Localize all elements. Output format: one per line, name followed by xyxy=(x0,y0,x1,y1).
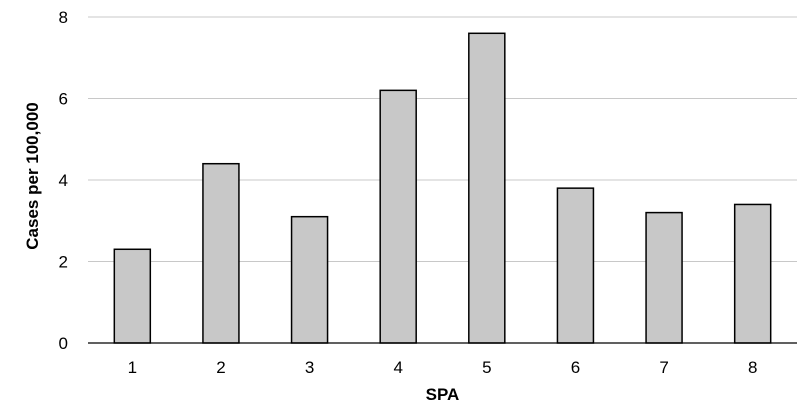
x-tick-label: 1 xyxy=(128,358,137,377)
x-tick-label: 5 xyxy=(482,358,491,377)
y-axis-title: Cases per 100,000 xyxy=(23,102,42,249)
gridlines xyxy=(88,16,797,262)
y-tick-label: 8 xyxy=(59,8,68,27)
y-tick-label: 2 xyxy=(59,253,68,272)
x-tick-label: 6 xyxy=(571,358,580,377)
x-tick-label: 4 xyxy=(393,358,402,377)
tick-labels: 0 2 4 6 8 1 2 3 4 5 6 7 8 xyxy=(59,8,758,377)
bar-6 xyxy=(556,187,595,344)
y-tick-label: 6 xyxy=(59,90,68,109)
bar-8 xyxy=(733,203,772,344)
bar-7 xyxy=(645,211,683,344)
bar-1 xyxy=(113,248,152,344)
bar-3 xyxy=(290,215,329,344)
bars xyxy=(113,32,772,344)
y-tick-label: 4 xyxy=(59,171,68,190)
x-tick-label: 3 xyxy=(305,358,314,377)
x-axis-title: SPA xyxy=(426,385,460,404)
bar-2 xyxy=(202,162,240,344)
x-tick-label: 8 xyxy=(748,358,757,377)
y-tick-label: 0 xyxy=(59,334,68,353)
x-tick-label: 7 xyxy=(659,358,668,377)
bar-5 xyxy=(468,32,506,344)
bar-4 xyxy=(379,89,417,344)
x-tick-label: 2 xyxy=(216,358,225,377)
